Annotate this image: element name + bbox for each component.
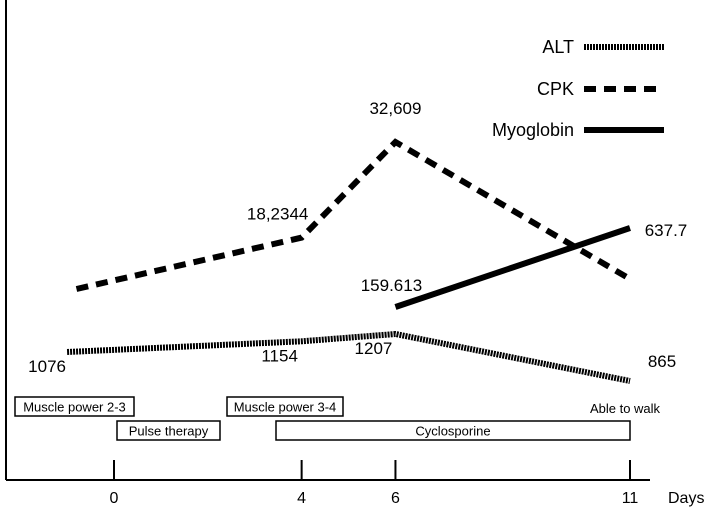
x-tick-label-4: 4 <box>297 490 306 507</box>
series-alt-line <box>66 330 631 384</box>
x-tick-label-11: 11 <box>622 490 639 507</box>
data-label-cpk-1: 18,2344 <box>247 205 308 224</box>
annotation-label-0: Muscle power 2-3 <box>23 400 126 415</box>
annotation-box-2 <box>226 396 344 417</box>
data-label-alt-3: 865 <box>648 352 676 371</box>
series-cpk-line <box>75 138 632 292</box>
annotation-label-3: Cyclosporine <box>415 424 490 439</box>
data-label-alt-1: 1154 <box>261 346 298 365</box>
annotation-label-2: Muscle power 3-4 <box>234 400 337 415</box>
data-label-myoglobin-0: 159.613 <box>361 276 422 295</box>
data-label-alt-0: 1076 <box>28 357 66 376</box>
annotation-box-3 <box>275 420 631 441</box>
annotation-box-0 <box>14 396 135 417</box>
annotation-label-1: Pulse therapy <box>129 424 209 439</box>
legend-label-cpk: CPK <box>537 79 574 99</box>
data-label-myoglobin-1: 637.7 <box>645 221 688 240</box>
annotation-box-1 <box>116 420 221 441</box>
data-label-alt-2: 1207 <box>355 339 393 358</box>
x-axis-label: Days <box>668 490 704 507</box>
x-tick-label-6: 6 <box>391 490 400 507</box>
x-tick-label-0: 0 <box>110 490 119 507</box>
data-label-cpk-2: 32,609 <box>369 99 421 118</box>
series-myoglobin-line <box>394 225 631 310</box>
legend-label-myoglobin: Myoglobin <box>492 120 574 140</box>
legend-label-alt: ALT <box>542 37 574 57</box>
annotation-label-4: Able to walk <box>590 401 661 416</box>
